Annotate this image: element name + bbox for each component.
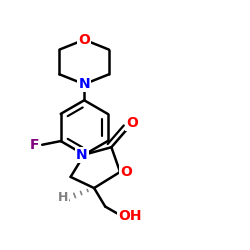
Text: O: O (120, 165, 132, 179)
Text: H: H (58, 192, 68, 204)
Text: N: N (78, 77, 90, 91)
Text: O: O (126, 116, 138, 130)
Text: OH: OH (118, 210, 142, 224)
Text: N: N (76, 148, 88, 162)
Text: F: F (30, 138, 40, 152)
Text: O: O (78, 33, 90, 47)
